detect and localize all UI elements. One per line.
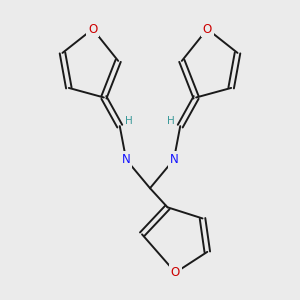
Text: N: N	[169, 153, 178, 166]
Text: H: H	[125, 116, 133, 126]
Text: O: O	[88, 22, 97, 35]
Text: N: N	[122, 153, 130, 166]
Text: H: H	[167, 116, 175, 126]
Text: O: O	[171, 266, 180, 279]
Text: O: O	[203, 22, 212, 35]
